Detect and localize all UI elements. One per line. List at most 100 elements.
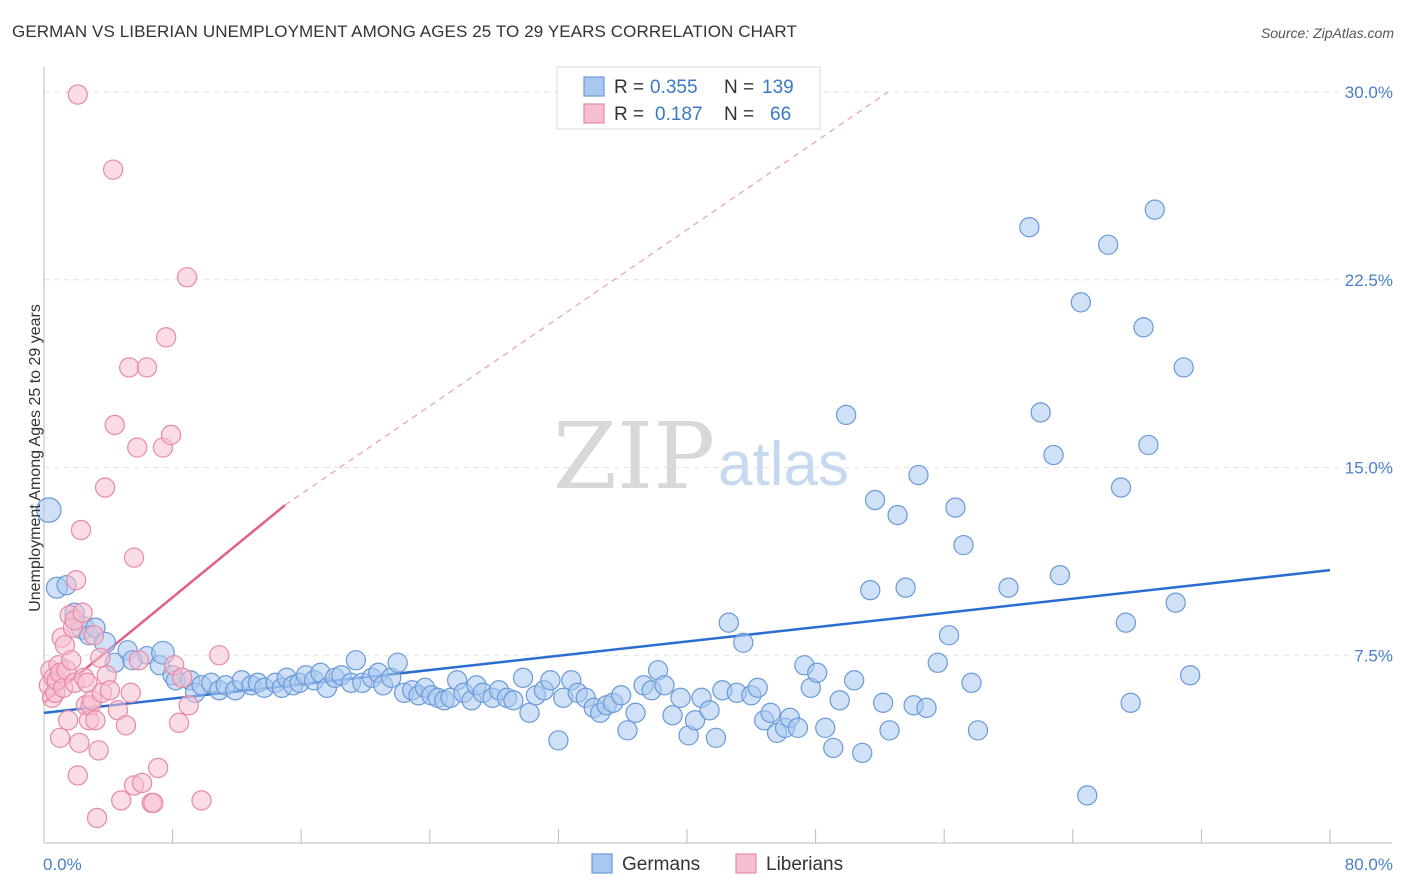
data-point — [83, 625, 104, 646]
data-point — [879, 720, 900, 741]
data-point — [143, 792, 164, 814]
data-point — [860, 580, 881, 601]
data-point — [512, 667, 534, 688]
data-point — [844, 670, 865, 691]
data-point — [72, 602, 93, 623]
data-point — [1097, 234, 1119, 255]
data-point — [760, 702, 781, 723]
legend-bottom-label-germans: Germans — [622, 854, 700, 875]
data-point — [345, 650, 367, 671]
data-point — [131, 772, 153, 794]
chart-title: GERMAN VS LIBERIAN UNEMPLOYMENT AMONG AG… — [12, 22, 797, 41]
y-tick-label: 30.0% — [1345, 83, 1393, 102]
data-point — [503, 690, 524, 711]
x-tick-labels: 0.0% 80.0% — [43, 855, 1393, 874]
data-point — [90, 647, 111, 668]
data-point — [540, 670, 561, 691]
data-point — [908, 464, 929, 486]
data-point — [36, 497, 62, 523]
data-point — [654, 675, 675, 696]
data-point — [1110, 477, 1132, 498]
data-point — [67, 765, 88, 786]
data-point — [699, 700, 720, 721]
legend-bottom-label-liberians: Liberians — [766, 854, 843, 875]
data-point — [1179, 665, 1201, 686]
data-point — [65, 569, 87, 591]
data-point — [123, 547, 145, 568]
data-point — [119, 357, 140, 378]
data-point — [191, 790, 212, 811]
data-point — [916, 697, 937, 718]
data-point — [1043, 444, 1064, 466]
x-tick-label: 80.0% — [1345, 855, 1393, 874]
data-point — [168, 712, 190, 734]
series-germans — [36, 199, 1201, 806]
legend-n-value-germans: 139 — [762, 77, 794, 98]
data-point — [617, 720, 638, 741]
data-point — [887, 504, 908, 526]
gridlines — [44, 91, 1392, 656]
data-point — [815, 717, 836, 739]
data-point — [548, 730, 569, 751]
data-point — [1144, 199, 1165, 220]
data-point — [787, 717, 809, 739]
data-point — [670, 687, 691, 708]
data-point — [178, 695, 199, 716]
data-point — [519, 702, 540, 723]
data-point — [99, 680, 121, 701]
data-point — [961, 672, 982, 693]
data-point — [835, 404, 857, 426]
trend-line-liberians-extension — [284, 91, 889, 506]
data-point — [49, 727, 71, 749]
data-point — [85, 710, 106, 731]
data-point — [829, 690, 850, 711]
data-point — [1165, 592, 1186, 613]
data-point — [102, 159, 124, 180]
data-point — [927, 652, 948, 673]
data-point — [69, 732, 90, 754]
data-points — [36, 84, 1201, 829]
legend-bottom: Germans Liberians — [591, 853, 843, 875]
data-point — [86, 807, 108, 829]
data-point — [172, 667, 193, 688]
watermark-atlas: atlas — [718, 430, 849, 499]
data-point — [1138, 434, 1159, 456]
series-liberians — [38, 84, 230, 829]
data-point — [94, 477, 116, 498]
legend-swatch-germans — [583, 76, 605, 97]
data-point — [176, 267, 198, 288]
data-point — [733, 632, 754, 653]
legend-r-label-liberians: R = — [614, 104, 644, 125]
data-point — [625, 702, 646, 723]
data-point — [807, 662, 828, 683]
legend-top: R = 0.355 N = 139 R = 0.187 N = 66 — [556, 66, 821, 130]
y-tick-label: 15.0% — [1345, 459, 1393, 478]
data-point — [88, 740, 109, 761]
source-label: Source: ZipAtlas.com — [1260, 25, 1394, 41]
data-point — [1019, 217, 1040, 238]
data-point — [1049, 564, 1071, 586]
legend-n-value-liberians: 66 — [770, 104, 791, 125]
data-point — [872, 692, 894, 713]
data-point — [156, 327, 177, 348]
data-point — [998, 577, 1019, 598]
data-point — [823, 737, 844, 759]
data-point — [610, 685, 632, 706]
data-point — [747, 677, 768, 698]
legend-n-label-germans: N = — [724, 77, 754, 98]
y-tick-label: 22.5% — [1345, 271, 1393, 290]
data-point — [209, 645, 230, 666]
legend-bottom-swatch-liberians — [735, 853, 757, 874]
data-point — [938, 625, 960, 646]
data-point — [67, 84, 88, 105]
data-point — [147, 757, 169, 779]
data-point — [953, 534, 974, 556]
data-point — [387, 652, 408, 673]
data-point — [115, 715, 137, 736]
data-point — [1030, 402, 1051, 423]
data-point — [128, 650, 150, 671]
data-point — [684, 710, 706, 731]
data-point — [104, 414, 125, 436]
y-axis-title: Unemployment Among Ages 25 to 29 years — [27, 304, 44, 612]
legend-swatch-liberians — [583, 103, 605, 124]
